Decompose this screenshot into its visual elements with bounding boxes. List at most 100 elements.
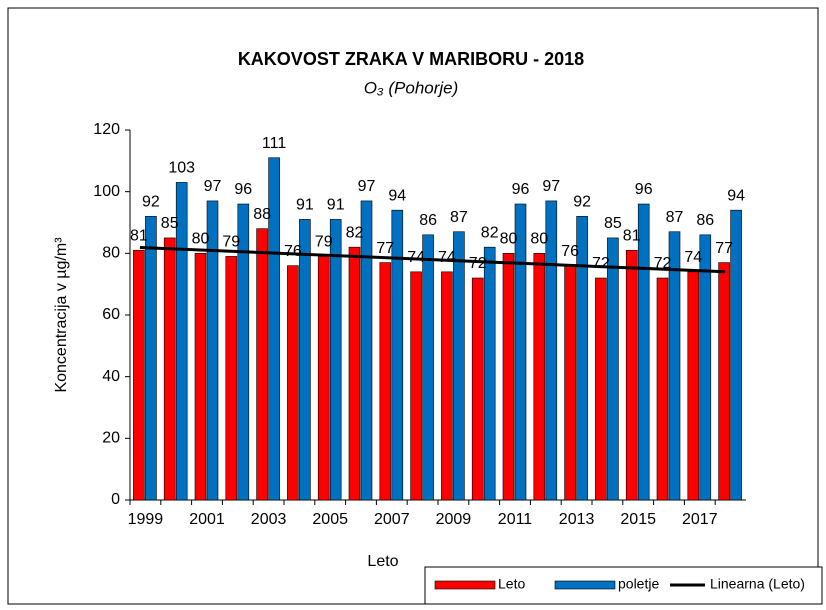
- x-tick-label: 2005: [312, 511, 348, 528]
- x-tick-label: 2013: [559, 511, 595, 528]
- data-label: 91: [296, 197, 314, 214]
- y-tick-label: 40: [102, 368, 120, 385]
- data-label: 97: [358, 178, 376, 195]
- x-tick-label: 1999: [128, 511, 164, 528]
- bar: [133, 249, 145, 501]
- bar: [194, 253, 207, 501]
- data-label: 82: [346, 224, 364, 241]
- data-label: 94: [388, 187, 406, 204]
- bar: [422, 234, 434, 501]
- bar: [718, 262, 730, 501]
- bar: [317, 256, 330, 501]
- chart-subtitle: O₃ (Pohorje): [364, 78, 459, 97]
- data-label: 80: [192, 231, 210, 248]
- bar: [699, 234, 712, 501]
- x-tick-label: 2003: [251, 511, 287, 528]
- bar: [595, 277, 607, 501]
- bar: [514, 203, 527, 501]
- y-tick-label: 120: [93, 121, 120, 138]
- x-tick-label: 2015: [620, 511, 656, 528]
- bar: [287, 265, 299, 501]
- data-label: 96: [234, 181, 252, 198]
- legend-label: Linearna (Leto): [710, 576, 805, 592]
- chart-title: KAKOVOST ZRAKA V MARIBORU - 2018: [238, 49, 584, 69]
- x-tick-label: 2011: [498, 511, 533, 528]
- data-label: 97: [542, 178, 560, 195]
- data-label: 74: [407, 249, 425, 266]
- x-tick-label: 2001: [189, 511, 225, 528]
- x-tick-label: 2017: [682, 511, 718, 528]
- legend-swatch: [434, 580, 496, 590]
- data-label: 86: [419, 212, 437, 229]
- data-label: 80: [500, 231, 518, 248]
- data-label: 81: [130, 227, 148, 244]
- bar: [453, 231, 465, 501]
- data-label: 77: [376, 240, 394, 257]
- legend-label: poletje: [618, 576, 659, 592]
- bar: [410, 271, 422, 501]
- bar: [625, 249, 638, 501]
- trend-line: [139, 246, 726, 274]
- y-axis-label: Koncentracija v µg/m³: [53, 237, 70, 393]
- data-label: 72: [654, 255, 672, 272]
- x-tick-label: 2009: [436, 511, 472, 528]
- data-label: 85: [604, 215, 622, 232]
- data-label: 72: [469, 255, 487, 272]
- bar: [576, 216, 588, 501]
- bar: [730, 209, 742, 501]
- data-label: 87: [450, 209, 468, 226]
- data-label: 74: [438, 249, 456, 266]
- data-label: 77: [715, 240, 733, 257]
- y-tick-label: 100: [93, 183, 120, 200]
- bar: [329, 219, 342, 501]
- bar: [299, 219, 311, 501]
- y-tick-label: 60: [102, 306, 120, 323]
- legend-swatch: [554, 580, 616, 590]
- data-label: 79: [315, 234, 333, 251]
- bar: [360, 200, 373, 501]
- data-label: 88: [253, 206, 271, 223]
- bar: [441, 271, 453, 501]
- bar: [145, 216, 157, 501]
- bar: [225, 256, 238, 501]
- bar: [256, 228, 268, 501]
- data-label: 94: [727, 187, 745, 204]
- data-label: 97: [204, 178, 222, 195]
- bar: [379, 262, 392, 501]
- bar: [237, 203, 250, 501]
- bar: [471, 277, 484, 501]
- data-label: 91: [327, 197, 345, 214]
- data-label: 96: [512, 181, 530, 198]
- data-label: 86: [696, 212, 714, 229]
- bar: [391, 209, 404, 501]
- bar: [656, 277, 669, 501]
- data-label: 85: [161, 215, 179, 232]
- data-label: 80: [530, 231, 548, 248]
- data-label: 76: [284, 243, 302, 260]
- data-label: 87: [666, 209, 684, 226]
- y-tick-label: 80: [102, 245, 120, 262]
- bar: [268, 157, 280, 501]
- bar: [502, 253, 515, 501]
- data-label: 92: [573, 194, 591, 211]
- bar: [163, 237, 176, 501]
- bar: [483, 246, 496, 501]
- bar: [637, 203, 650, 501]
- data-label: 81: [623, 227, 641, 244]
- bar: [175, 182, 188, 501]
- bar: [545, 200, 558, 501]
- y-tick-label: 20: [102, 430, 120, 447]
- data-label: 72: [592, 255, 610, 272]
- data-label: 96: [635, 181, 653, 198]
- data-label: 79: [222, 234, 240, 251]
- x-axis-label: Leto: [367, 553, 398, 570]
- legend-label: Leto: [498, 576, 525, 592]
- bar: [668, 231, 681, 501]
- y-tick-label: 0: [111, 491, 120, 508]
- data-label: 76: [561, 243, 579, 260]
- bar: [533, 253, 546, 501]
- data-label: 111: [262, 135, 286, 152]
- bar: [687, 271, 700, 501]
- data-label: 103: [168, 160, 195, 177]
